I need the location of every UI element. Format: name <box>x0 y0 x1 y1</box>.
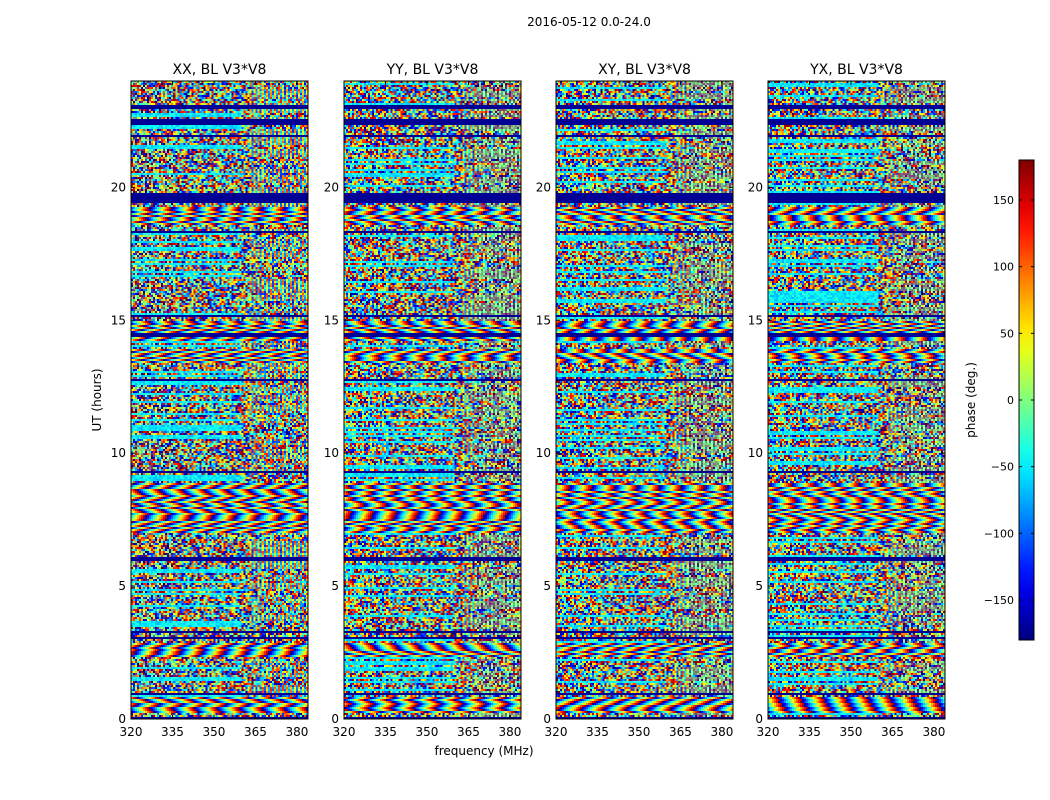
x-tick-label: 335 <box>798 725 821 739</box>
panel-4: YX, BL V3*V8 320 335 350 365 380 0 5 10 15 20 <box>748 62 946 739</box>
panel-1: XX, BL V3*V8 320 335 350 365 380 0 5 10 15 20 <box>111 62 309 739</box>
y-tick-label: 20 <box>536 180 551 194</box>
colorbar-tick-label: −150 <box>984 594 1014 607</box>
panel-title: YX, BL V3*V8 <box>809 62 903 78</box>
x-tick-label: 350 <box>840 725 863 739</box>
y-tick-label: 5 <box>331 579 339 593</box>
phase-heatmap-canvas <box>556 81 733 719</box>
phase-heatmap <box>768 81 945 719</box>
x-axis-label: frequency (MHz) <box>434 744 533 758</box>
y-tick-label: 10 <box>748 446 763 460</box>
x-tick-label: 350 <box>203 725 226 739</box>
y-tick-label: 20 <box>111 180 126 194</box>
y-tick-label: 10 <box>111 446 126 460</box>
panel-title: XY, BL V3*V8 <box>598 62 691 78</box>
y-tick-label: 15 <box>536 313 551 327</box>
y-tick-label: 5 <box>755 579 763 593</box>
x-tick-label: 350 <box>416 725 439 739</box>
x-tick-label: 320 <box>120 725 143 739</box>
x-tick-label: 380 <box>710 725 733 739</box>
panel-title: YY, BL V3*V8 <box>386 62 479 78</box>
phase-heatmap-canvas <box>768 81 945 719</box>
y-tick-label: 5 <box>118 579 126 593</box>
x-tick-label: 380 <box>922 725 945 739</box>
x-tick-label: 350 <box>628 725 651 739</box>
y-tick-label: 15 <box>111 313 126 327</box>
x-tick-label: 335 <box>161 725 184 739</box>
y-tick-label: 0 <box>118 712 126 726</box>
y-tick-label: 15 <box>324 313 339 327</box>
x-tick-label: 365 <box>881 725 904 739</box>
x-tick-label: 335 <box>586 725 609 739</box>
colorbar-tick-label: −50 <box>991 461 1014 474</box>
x-tick-label: 320 <box>545 725 568 739</box>
panel-title: XX, BL V3*V8 <box>173 62 267 78</box>
y-tick-label: 20 <box>748 180 763 194</box>
x-tick-label: 365 <box>457 725 480 739</box>
y-tick-label: 5 <box>543 579 551 593</box>
colorbar-tick-label: 0 <box>1007 394 1014 407</box>
figure-suptitle: 2016-05-12 0.0-24.0 <box>527 15 651 29</box>
colorbar-label: phase (deg.) <box>964 362 978 438</box>
phase-heatmap-canvas <box>131 81 308 719</box>
x-tick-label: 365 <box>244 725 267 739</box>
x-tick-label: 335 <box>374 725 397 739</box>
x-tick-label: 320 <box>757 725 780 739</box>
colorbar: 150 100 50 0 −50 −100 −150 <box>984 160 1034 640</box>
phase-heatmap <box>556 81 733 719</box>
y-tick-label: 10 <box>324 446 339 460</box>
y-tick-label: 20 <box>324 180 339 194</box>
y-tick-label: 0 <box>755 712 763 726</box>
panel-2: YY, BL V3*V8 320 335 350 365 380 0 5 10 15 20 <box>324 62 522 739</box>
colorbar-tick-label: −100 <box>984 527 1014 540</box>
phase-heatmap <box>344 81 521 719</box>
y-tick-label: 0 <box>331 712 339 726</box>
panel-3: XY, BL V3*V8 320 335 350 365 380 0 5 10 15 20 <box>536 62 734 739</box>
x-tick-label: 320 <box>333 725 356 739</box>
x-tick-label: 380 <box>498 725 521 739</box>
x-tick-label: 365 <box>669 725 692 739</box>
figure: 2016-05-12 0.0-24.0 XX, BL V3*V8 320 335 35… <box>0 0 1050 800</box>
phase-heatmap <box>131 81 308 719</box>
colorbar-tick-label: 150 <box>993 194 1014 207</box>
y-tick-label: 0 <box>543 712 551 726</box>
x-tick-label: 380 <box>285 725 308 739</box>
phase-heatmap-canvas <box>344 81 521 719</box>
colorbar-tick-label: 100 <box>993 261 1014 274</box>
y-tick-label: 15 <box>748 313 763 327</box>
colorbar-tick-label: 50 <box>1000 327 1014 340</box>
y-axis-label: UT (hours) <box>90 368 104 431</box>
y-tick-label: 10 <box>536 446 551 460</box>
